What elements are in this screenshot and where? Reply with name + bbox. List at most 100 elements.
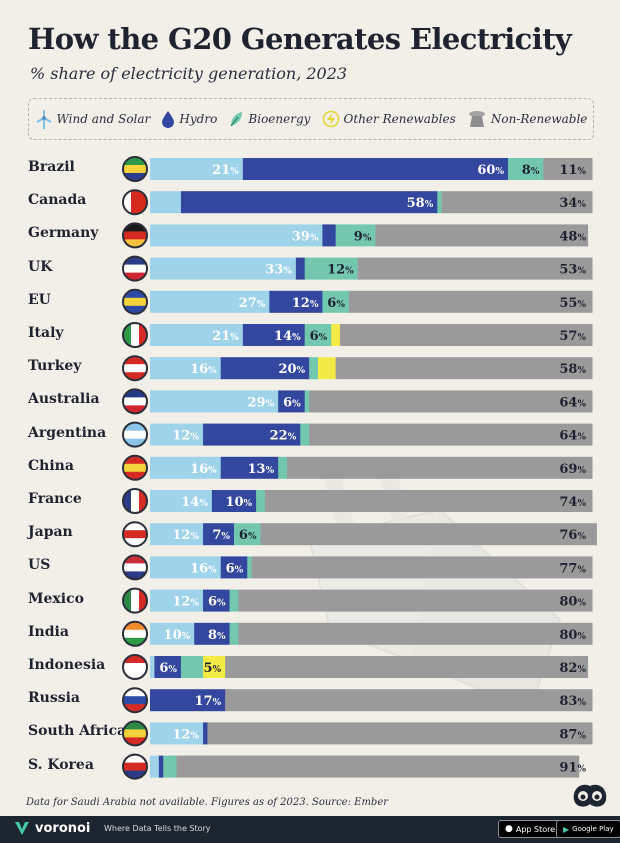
bar-segment-non-renewable — [348, 290, 593, 313]
italy-flag-icon — [122, 322, 148, 348]
bar-segment-hydro — [322, 224, 337, 247]
data-label: 74% — [559, 495, 586, 510]
bar-segment-bioenergy — [335, 224, 376, 247]
chart-subtitle: % share of electricity generation, 2023 — [30, 64, 348, 83]
smokestack-icon — [468, 111, 485, 127]
bar-segment-wind-solar — [150, 158, 244, 180]
argentina-flag-icon — [122, 421, 148, 448]
bar-segment-hydro — [242, 324, 306, 346]
france-flag-icon — [122, 488, 148, 514]
bar-segment-non-renewable — [375, 224, 589, 247]
bar-segment-hydro — [150, 689, 226, 712]
data-label: 87% — [559, 727, 586, 742]
country-label: Russia — [28, 690, 80, 707]
bar-segment-non-renewable — [238, 589, 593, 612]
data-label: 6% — [226, 561, 244, 576]
india-flag-icon — [122, 620, 148, 647]
data-label: 33% — [265, 263, 292, 278]
bar-segment-bioenergy — [233, 523, 261, 546]
bar-segment-non-renewable — [335, 357, 593, 380]
data-label: 11% — [559, 163, 586, 178]
bar-segment-hydro — [154, 656, 182, 678]
data-label: 39% — [292, 229, 319, 244]
bar-segment-wind-solar — [150, 257, 297, 280]
data-label: 6% — [327, 296, 345, 311]
bar-segment-wind-solar — [150, 656, 155, 678]
bar-segment-non-renewable — [176, 755, 580, 778]
country-label: Canada — [28, 192, 87, 209]
bar-segment-bioenergy — [304, 324, 332, 346]
brand-name: voronoi — [35, 820, 91, 836]
legend-item-other-renewables: Other Renewables — [322, 110, 456, 128]
data-label: 48% — [559, 229, 586, 244]
data-label: 8% — [208, 628, 226, 643]
brazil-flag-icon — [122, 156, 148, 182]
data-label: 91% — [559, 761, 586, 776]
country-label: India — [28, 623, 69, 640]
bar-segment-other — [331, 324, 341, 346]
bar-segment-bioenergy — [309, 357, 319, 380]
voronoi-logo-icon — [15, 822, 29, 835]
app-store-button[interactable]: ● App Store — [498, 820, 563, 838]
data-label: 22% — [270, 429, 297, 444]
google-play-label: Google Play — [572, 825, 614, 833]
bar-segment-other — [203, 656, 226, 678]
bar-segment-wind-solar — [150, 490, 213, 512]
footer: voronoi Where Data Tells the Story ● App… — [0, 816, 620, 843]
uk-flag-icon — [122, 255, 148, 282]
canada-flag-icon — [122, 189, 148, 216]
country-label: Germany — [28, 225, 99, 242]
data-label: 29% — [248, 395, 275, 410]
bar-segment-bioenergy — [300, 423, 310, 446]
japan-flag-icon — [122, 521, 148, 548]
brand-logo[interactable]: voronoi — [14, 820, 90, 836]
bar-segment-bioenergy — [229, 622, 239, 645]
app-store-label: App Store — [515, 824, 556, 834]
data-label: 12% — [292, 296, 319, 311]
country-label: China — [28, 457, 74, 474]
data-label: 80% — [559, 628, 586, 643]
footnote: Data for Saudi Arabia not available. Fig… — [26, 797, 389, 808]
bar-segment-non-renewable — [251, 556, 593, 579]
data-label: 58% — [407, 196, 434, 211]
data-label: 6% — [208, 595, 226, 610]
data-label: 12% — [172, 727, 199, 742]
bar-segment-hydro — [203, 589, 231, 612]
bar-segment-wind-solar — [150, 423, 204, 446]
us-flag-icon — [122, 554, 148, 581]
bar-segment-wind-solar — [150, 324, 244, 346]
water-drop-icon — [162, 111, 175, 128]
data-label: 58% — [559, 362, 586, 377]
bar-segment-hydro — [295, 257, 306, 280]
data-label: 14% — [274, 329, 301, 344]
data-label: 7% — [212, 528, 230, 543]
data-label: 12% — [172, 528, 199, 543]
data-label: 10% — [164, 628, 191, 643]
legend-label: Bioenergy — [248, 112, 311, 126]
data-label: 20% — [278, 362, 305, 377]
bar-segment-hydro — [220, 456, 279, 479]
data-label: 27% — [239, 296, 266, 311]
south-korea-flag-icon — [122, 753, 148, 780]
data-label: 6% — [310, 329, 328, 344]
bar-segment-non-renewable — [441, 191, 593, 214]
bar-segment-hydro — [203, 423, 301, 446]
data-label: 6% — [283, 395, 301, 410]
legend-label: Hydro — [179, 112, 218, 126]
bar-segment-wind-solar — [150, 456, 222, 479]
country-label: Italy — [28, 325, 64, 341]
bar-segment-hydro — [194, 622, 231, 645]
google-play-button[interactable]: ▶ Google Play — [556, 820, 620, 838]
bar-segment-non-renewable — [264, 490, 593, 512]
bar-segment-other — [317, 357, 337, 380]
data-label: 21% — [212, 329, 239, 344]
data-label: 6% — [159, 661, 177, 676]
bar-segment-non-renewable — [543, 158, 593, 180]
bar-segment-bioenergy — [304, 390, 310, 413]
bar-segment-bioenergy — [322, 290, 350, 313]
play-icon: ▶ — [563, 824, 570, 834]
country-label: S. Korea — [28, 756, 94, 773]
indonesia-flag-icon — [122, 654, 148, 680]
data-label: 64% — [559, 429, 586, 444]
data-label: 21% — [212, 163, 239, 178]
